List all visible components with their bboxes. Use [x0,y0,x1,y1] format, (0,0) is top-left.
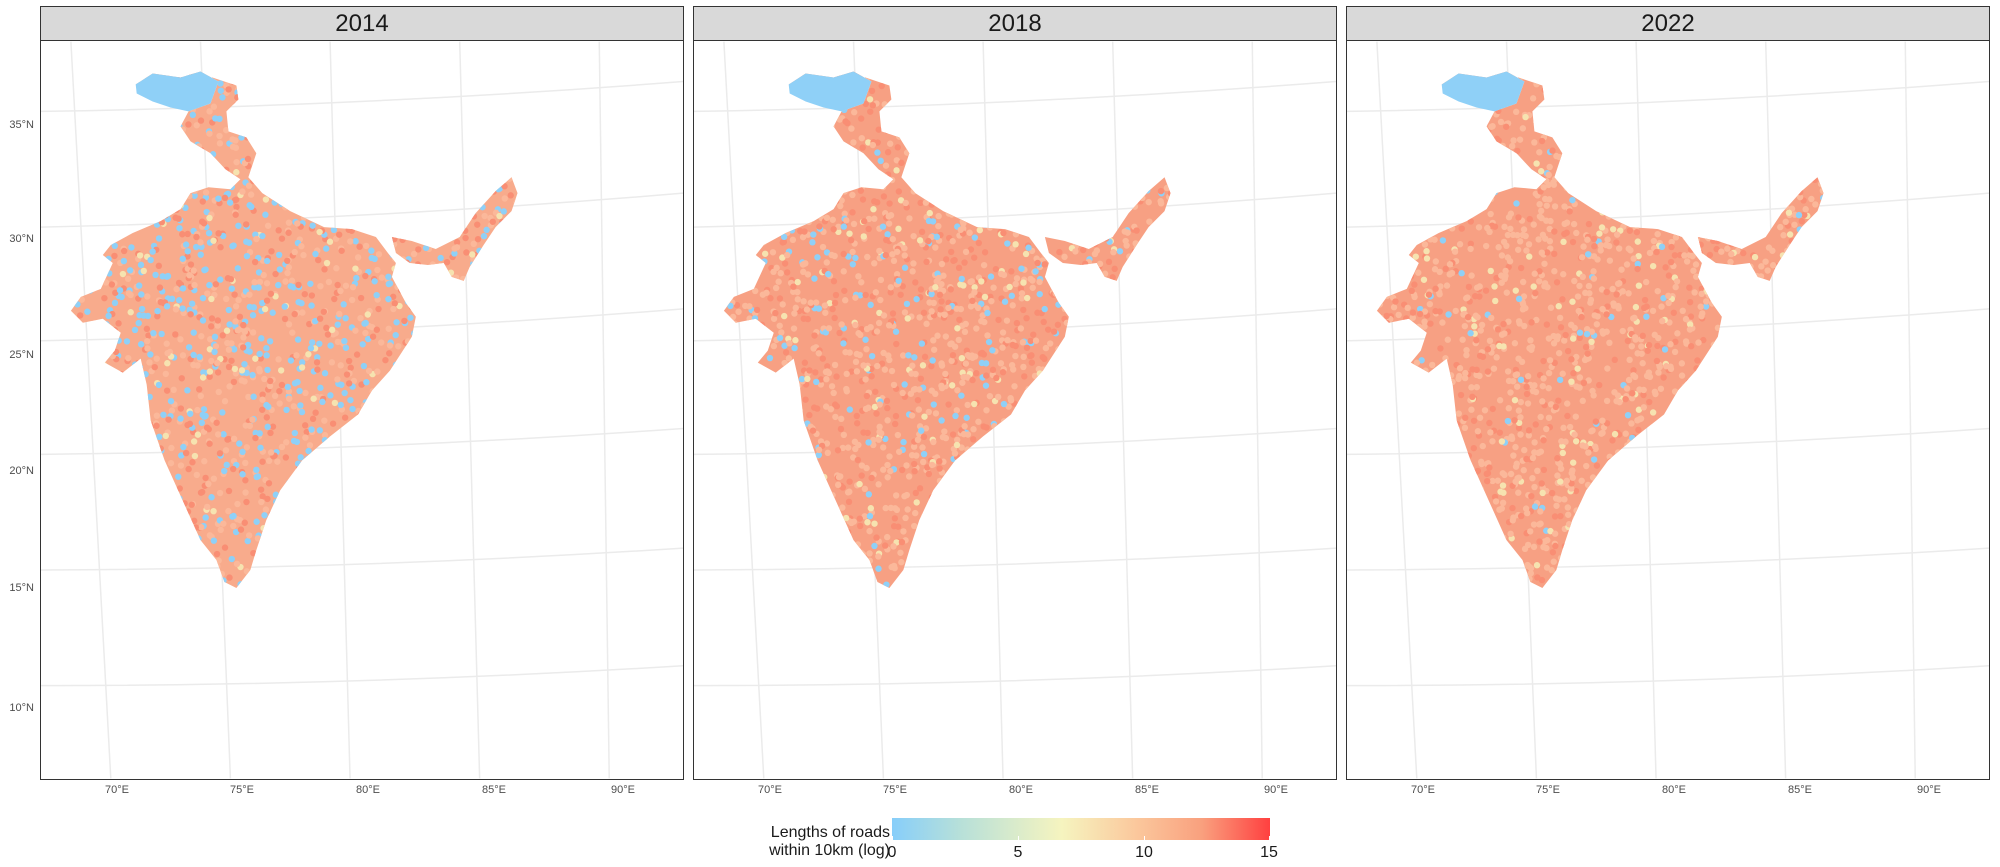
facet-title: 2022 [1641,9,1695,37]
map-plot [1346,41,1990,780]
facet-panel-2022: 2022 [1346,6,1990,780]
x-axis-label: 75°E [230,784,254,796]
facet-panel-2018: 2018 [693,6,1337,780]
y-axis-label: 15°N [9,582,34,594]
kashmir-region [788,71,872,112]
x-axis-label: 75°E [883,784,907,796]
x-axis-label: 85°E [1788,784,1812,796]
legend-tickmark [1144,836,1145,840]
legend-title-line1: Lengths of roads [770,824,890,841]
legend-title-line2: within 10km (log) [769,842,890,859]
x-axis-label: 90°E [611,784,635,796]
legend-tickmark [1018,836,1019,840]
india-northeast [391,177,518,281]
y-axis-label: 20°N [9,465,34,477]
map-plot [693,41,1337,780]
facet-strip: 2022 [1346,6,1990,41]
india-northeast [1044,177,1171,281]
y-axis-label: 25°N [9,349,34,361]
y-axis-label: 35°N [9,119,34,131]
y-axis-label: 10°N [9,702,34,714]
legend-tick-label: 15 [1260,844,1278,861]
x-axis-label: 70°E [758,784,782,796]
legend-tick-label: 10 [1135,844,1153,861]
map-svg [694,41,1336,779]
x-axis-label: 70°E [105,784,129,796]
x-axis-label: 90°E [1917,784,1941,796]
x-axis-label: 70°E [1411,784,1435,796]
x-axis-label: 80°E [1662,784,1686,796]
kashmir-region [135,71,219,112]
india-mainland [1376,71,1722,588]
kashmir-region [1441,71,1525,112]
x-axis-label: 90°E [1264,784,1288,796]
map-land [723,71,1171,588]
legend-title: Lengths of roads within 10km (log) [750,824,890,860]
legend-colorbar [892,818,1270,840]
x-axis-label: 85°E [482,784,506,796]
graticule [41,41,683,779]
facet-panel-2014: 2014 [40,6,684,780]
y-axis-label: 30°N [9,233,34,245]
legend-tick-label: 0 [887,844,897,861]
legend-tickmark [892,836,893,840]
facet-strip: 2018 [693,6,1337,41]
x-axis-label: 80°E [1009,784,1033,796]
graticule [694,41,1336,779]
x-axis-label: 85°E [1135,784,1159,796]
color-legend: Lengths of roads within 10km (log) 0 5 1… [750,818,1290,864]
legend-tick-label: 5 [1013,844,1023,861]
facet-strip: 2014 [40,6,684,41]
map-svg [1347,41,1989,779]
graticule [1347,41,1989,779]
x-axis-label: 80°E [356,784,380,796]
x-axis-label: 75°E [1536,784,1560,796]
facet-title: 2014 [335,9,389,37]
facet-title: 2018 [988,9,1042,37]
map-plot [40,41,684,780]
map-svg [41,41,683,779]
legend-tickmark [1269,836,1270,840]
